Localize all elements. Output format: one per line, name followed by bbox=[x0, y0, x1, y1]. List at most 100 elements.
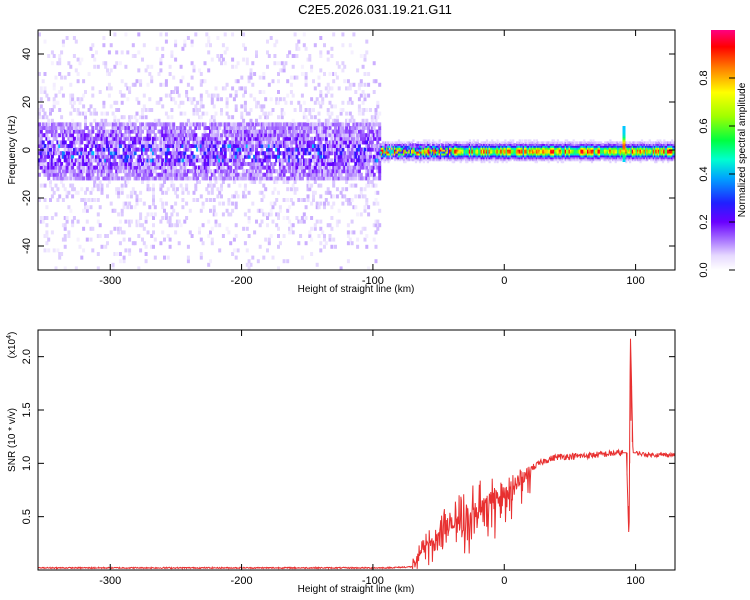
heatmap-cell bbox=[408, 145, 411, 148]
heatmap-cell bbox=[468, 149, 471, 152]
heatmap-cell bbox=[350, 129, 354, 134]
heatmap-cell bbox=[135, 219, 139, 224]
heatmap-cell bbox=[337, 147, 341, 152]
heatmap-cell bbox=[370, 140, 374, 145]
heatmap-cell bbox=[326, 118, 330, 123]
heatmap-cell bbox=[332, 237, 336, 242]
heatmap-cell bbox=[335, 165, 339, 170]
heatmap-cell bbox=[242, 169, 246, 174]
heatmap-cell bbox=[343, 169, 347, 174]
heatmap-cell bbox=[438, 141, 441, 144]
heatmap-cell bbox=[481, 156, 485, 160]
heatmap-cell bbox=[478, 152, 481, 156]
heatmap-cell bbox=[403, 151, 406, 154]
heatmap-cell bbox=[312, 122, 315, 127]
heatmap-cell bbox=[564, 149, 567, 152]
heatmap-cell bbox=[260, 122, 264, 127]
heatmap-cell bbox=[334, 144, 337, 148]
heatmap-cell bbox=[504, 139, 507, 142]
heatmap-cell bbox=[159, 32, 163, 37]
heatmap-cell bbox=[174, 154, 178, 159]
heatmap-cell bbox=[295, 133, 299, 138]
heatmap-cell bbox=[198, 140, 201, 145]
heatmap-cell bbox=[278, 133, 282, 138]
heatmap-cell bbox=[124, 165, 128, 170]
heatmap-cell bbox=[363, 57, 367, 62]
heatmap-cell bbox=[220, 194, 223, 199]
heatmap-cell bbox=[199, 158, 203, 163]
heatmap-cell bbox=[218, 190, 222, 195]
heatmap-cell bbox=[282, 126, 286, 130]
heatmap-cell bbox=[221, 154, 225, 159]
heatmap-cell bbox=[221, 169, 225, 174]
heatmap-cell bbox=[408, 149, 411, 152]
heatmap-cell bbox=[454, 143, 457, 146]
heatmap-cell bbox=[357, 108, 361, 112]
heatmap-cell bbox=[343, 136, 347, 141]
heatmap-cell bbox=[517, 151, 520, 154]
heatmap-cell bbox=[533, 141, 536, 144]
heatmap-cell bbox=[133, 147, 137, 152]
heatmap-cell bbox=[556, 158, 559, 162]
heatmap-cell bbox=[326, 187, 330, 192]
heatmap-cell bbox=[450, 151, 453, 154]
heatmap-cell bbox=[100, 172, 104, 177]
heatmap-cell bbox=[120, 190, 124, 195]
heatmap-cell bbox=[429, 156, 432, 160]
heatmap-cell bbox=[267, 126, 271, 130]
heatmap-cell bbox=[295, 158, 299, 163]
heatmap-cell bbox=[417, 147, 420, 150]
heatmap-cell bbox=[122, 151, 126, 156]
heatmap-cell bbox=[387, 158, 390, 162]
heatmap-cell bbox=[100, 144, 104, 148]
heatmap-cell bbox=[100, 118, 104, 123]
heatmap-cell bbox=[352, 118, 356, 123]
heatmap-cell bbox=[516, 158, 519, 162]
heatmap-cell bbox=[144, 244, 148, 249]
heatmap-cell bbox=[251, 169, 255, 174]
heatmap-cell bbox=[548, 158, 552, 162]
heatmap-cell bbox=[359, 79, 363, 84]
heatmap-cell bbox=[508, 152, 511, 156]
heatmap-cell bbox=[330, 129, 334, 134]
heatmap-cell bbox=[321, 162, 325, 166]
heatmap-cell bbox=[139, 140, 143, 145]
heatmap-cell bbox=[401, 156, 404, 160]
heatmap-cell bbox=[220, 97, 223, 102]
heatmap-cell bbox=[50, 133, 54, 138]
heatmap-cell bbox=[76, 158, 80, 163]
heatmap-cell bbox=[437, 145, 440, 148]
heatmap-cell bbox=[84, 162, 87, 166]
heatmap-cell bbox=[548, 156, 552, 160]
heatmap-cell bbox=[216, 140, 220, 145]
heatmap-cell bbox=[139, 122, 143, 127]
heatmap-cell bbox=[242, 43, 246, 48]
heatmap-cell bbox=[117, 154, 121, 159]
heatmap-cell bbox=[295, 129, 299, 134]
heatmap-cell bbox=[245, 151, 249, 156]
heatmap-cell bbox=[460, 151, 464, 154]
heatmap-cell bbox=[558, 154, 561, 158]
heatmap-cell bbox=[401, 158, 404, 162]
heatmap-cell bbox=[464, 152, 468, 156]
heatmap-cell bbox=[231, 172, 235, 177]
heatmap-cell bbox=[476, 154, 479, 158]
heatmap-cell bbox=[470, 145, 473, 148]
heatmap-cell bbox=[126, 205, 130, 210]
heatmap-cell bbox=[159, 129, 163, 134]
heatmap-cell bbox=[229, 140, 233, 145]
heatmap-cell bbox=[367, 126, 371, 130]
heatmap-cell bbox=[49, 158, 52, 163]
heatmap-cell bbox=[346, 100, 350, 105]
heatmap-cell bbox=[251, 162, 255, 166]
heatmap-cell bbox=[74, 122, 78, 127]
heatmap-cell bbox=[558, 145, 561, 148]
heatmap-cell bbox=[78, 133, 82, 138]
heatmap-cell bbox=[39, 144, 43, 148]
heatmap-cell bbox=[216, 151, 220, 156]
heatmap-cell bbox=[210, 226, 214, 231]
heatmap-cell bbox=[47, 151, 51, 156]
heatmap-cell bbox=[164, 32, 168, 37]
heatmap-cell bbox=[54, 129, 58, 134]
heatmap-cell bbox=[343, 79, 347, 84]
